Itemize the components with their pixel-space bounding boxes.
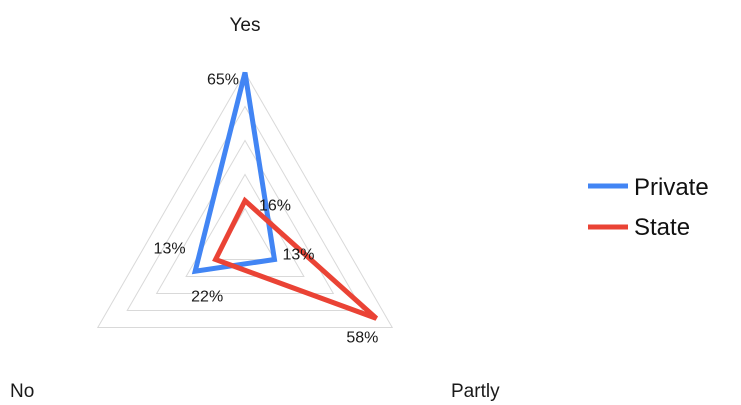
data-label-state-partly: 58% <box>346 329 378 346</box>
grid-ring-3 <box>155 139 335 294</box>
data-labels: 65% 13% 22% 16% 58% 13% <box>154 72 379 347</box>
data-label-private-yes: 65% <box>207 72 239 89</box>
data-label-private-no: 22% <box>191 288 223 305</box>
grid-ring-4 <box>126 105 364 311</box>
data-label-state-no: 13% <box>154 241 186 258</box>
legend: Private State <box>588 174 709 241</box>
series-layer <box>191 71 379 321</box>
legend-item-private: Private <box>588 174 709 201</box>
data-label-state-yes: 16% <box>259 198 291 215</box>
data-label-private-partly: 13% <box>282 247 314 264</box>
grid-ring-5 <box>96 71 394 328</box>
series-state <box>212 196 379 321</box>
axis-label-partly: Partly <box>451 381 500 402</box>
axis-label-yes: Yes <box>230 15 261 36</box>
legend-label-private: Private <box>634 174 709 201</box>
legend-label-state: State <box>634 214 690 241</box>
axis-label-no: No <box>10 381 34 402</box>
legend-item-state: State <box>588 214 690 241</box>
